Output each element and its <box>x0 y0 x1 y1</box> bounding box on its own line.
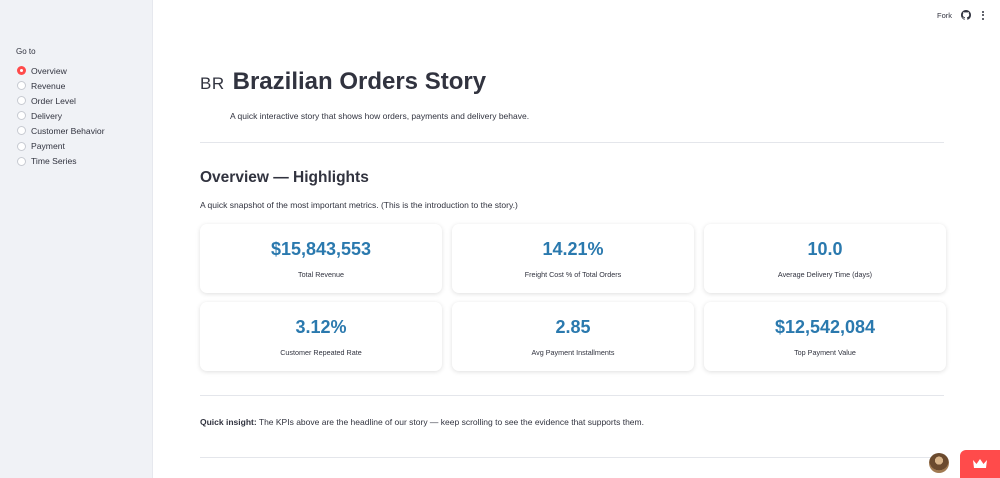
kpi-value: 10.0 <box>807 239 843 259</box>
kpi-card-repeat-rate: 3.12% Customer Repeated Rate <box>200 302 442 371</box>
nav-option-time-series[interactable]: Time Series <box>17 154 105 169</box>
nav-option-label: Payment <box>31 141 65 152</box>
radio-icon[interactable] <box>17 96 26 106</box>
insight-text: The KPIs above are the headline of our s… <box>256 417 644 427</box>
kpi-value: 14.21% <box>542 239 604 259</box>
radio-icon[interactable] <box>17 81 26 91</box>
kpi-label: Customer Repeated Rate <box>280 348 362 357</box>
kpi-card-delivery-time: 10.0 Average Delivery Time (days) <box>704 224 946 293</box>
kpi-value: $12,542,084 <box>774 317 876 337</box>
quick-insight: Quick insight: The KPIs above are the he… <box>200 417 644 427</box>
user-avatar[interactable] <box>929 453 949 473</box>
crown-icon <box>973 459 987 468</box>
page-subtitle: A quick interactive story that shows how… <box>230 111 530 121</box>
streamlit-crown-button[interactable] <box>960 450 1000 478</box>
nav-option-label: Time Series <box>31 156 77 167</box>
top-toolbar: Fork <box>937 10 986 20</box>
sidebar: Go to Overview Revenue Order Level Deliv… <box>0 0 153 478</box>
kpi-card-installments: 2.85 Avg Payment Installments <box>452 302 694 371</box>
nav-option-label: Delivery <box>31 110 63 121</box>
section-description: A quick snapshot of the most important m… <box>200 200 518 210</box>
radio-icon[interactable] <box>17 126 26 136</box>
nav-option-label: Revenue <box>31 80 66 91</box>
kpi-label: Freight Cost % of Total Orders <box>524 270 622 279</box>
kebab-menu-icon[interactable] <box>980 10 986 20</box>
divider <box>200 395 944 396</box>
radio-icon[interactable] <box>17 111 26 121</box>
kpi-label: Total Revenue <box>298 270 344 279</box>
kpi-value: 2.85 <box>555 317 591 337</box>
kpi-label: Average Delivery Time (days) <box>777 270 873 279</box>
nav-option-revenue[interactable]: Revenue <box>17 78 105 93</box>
section-title: Overview — Highlights <box>200 169 369 186</box>
kpi-label: Top Payment Value <box>794 348 856 357</box>
nav-option-overview[interactable]: Overview <box>17 63 105 78</box>
kpi-value: 3.12% <box>295 317 347 337</box>
radio-selected-icon[interactable] <box>17 66 26 76</box>
radio-icon[interactable] <box>17 141 26 151</box>
title-badge: BR <box>200 74 225 93</box>
nav-option-customer-behavior[interactable]: Customer Behavior <box>17 123 105 138</box>
divider <box>200 457 944 458</box>
nav-option-label: Customer Behavior <box>31 125 105 136</box>
kpi-card-total-revenue: $15,843,553 Total Revenue <box>200 224 442 293</box>
github-icon[interactable] <box>961 10 971 20</box>
divider <box>200 142 944 143</box>
navigation-radio-group: Overview Revenue Order Level Delivery Cu… <box>17 63 105 169</box>
nav-option-delivery[interactable]: Delivery <box>17 108 105 123</box>
nav-option-label: Overview <box>31 65 67 76</box>
kpi-card-freight-cost: 14.21% Freight Cost % of Total Orders <box>452 224 694 293</box>
page-header: BR Brazilian Orders Story <box>200 68 486 96</box>
nav-option-order-level[interactable]: Order Level <box>17 93 105 108</box>
nav-option-label: Order Level <box>31 95 76 106</box>
kpi-grid: $15,843,553 Total Revenue 14.21% Freight… <box>200 224 946 371</box>
radio-icon[interactable] <box>17 156 26 166</box>
nav-option-payment[interactable]: Payment <box>17 138 105 153</box>
page-title: Brazilian Orders Story <box>232 68 487 95</box>
fork-button[interactable]: Fork <box>937 10 952 20</box>
kpi-value: $15,843,553 <box>270 239 372 259</box>
goto-label: Go to <box>16 47 36 56</box>
kpi-card-top-payment: $12,542,084 Top Payment Value <box>704 302 946 371</box>
kpi-label: Avg Payment Installments <box>531 348 615 357</box>
insight-label: Quick insight: <box>200 417 257 427</box>
